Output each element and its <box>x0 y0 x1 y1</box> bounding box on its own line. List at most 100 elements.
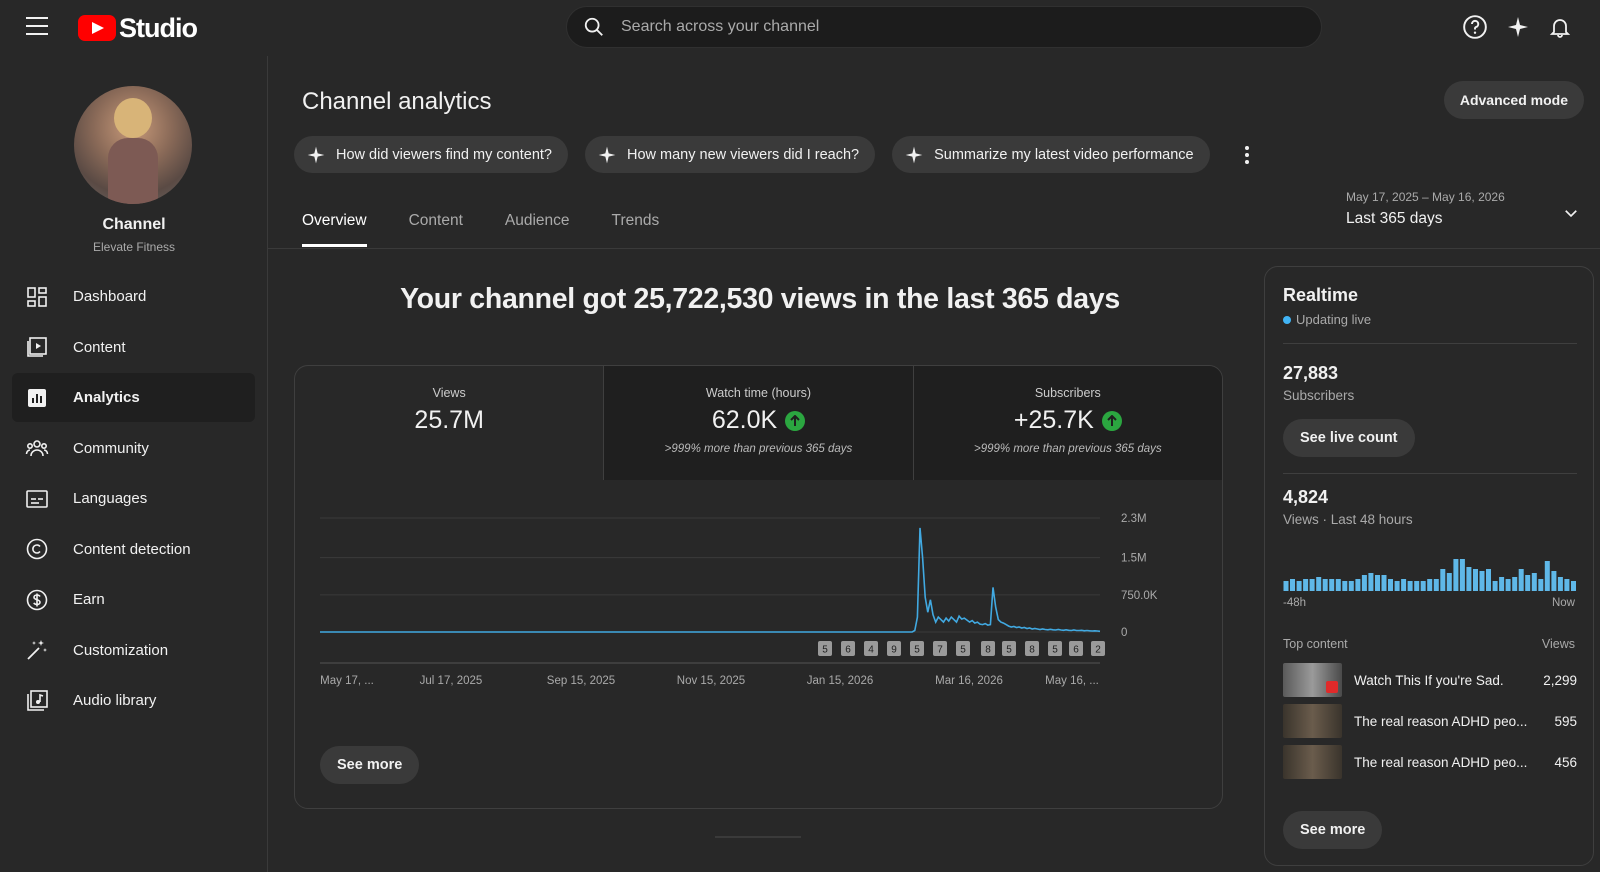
metric-watch-time[interactable]: Watch time (hours) 62.0K >999% more than… <box>604 366 914 480</box>
video-marker-label: 9 <box>891 645 897 656</box>
advanced-mode-button[interactable]: Advanced mode <box>1443 81 1584 119</box>
realtime-bar <box>1440 569 1446 591</box>
realtime-bar <box>1414 581 1420 591</box>
realtime-bar <box>1329 579 1335 591</box>
sparkle-icon[interactable] <box>1506 15 1530 39</box>
sidebar-item-customization[interactable]: Customization <box>12 626 255 675</box>
overview-card: Views 25.7M Watch time (hours) 62.0K >99… <box>294 365 1223 809</box>
arrow-up-icon <box>785 410 806 431</box>
menu-icon[interactable] <box>26 17 48 37</box>
realtime-bar <box>1479 571 1485 591</box>
video-marker <box>841 641 855 656</box>
realtime-bar <box>1283 581 1289 591</box>
sidebar-item-community[interactable]: Community <box>12 424 255 473</box>
top-content-row[interactable]: The real reason ADHD peo... 595 <box>1283 703 1577 739</box>
sidebar-item-languages[interactable]: Languages <box>12 474 255 523</box>
realtime-bar <box>1388 579 1393 591</box>
sidebar-item-dashboard[interactable]: Dashboard <box>12 272 255 321</box>
realtime-bar <box>1335 579 1341 591</box>
video-marker <box>956 641 970 656</box>
tab-content[interactable]: Content <box>408 212 463 229</box>
video-marker <box>864 641 878 656</box>
video-marker-label: 5 <box>1006 645 1012 656</box>
realtime-bar <box>1348 581 1354 591</box>
metric-views[interactable]: Views 25.7M <box>295 366 605 480</box>
top-content-row[interactable]: Watch This If you're Sad. 2,299 <box>1283 662 1577 698</box>
realtime-bar <box>1551 571 1557 591</box>
mini-axis-start: -48h <box>1283 597 1307 609</box>
tab-overview[interactable]: Overview <box>302 212 367 247</box>
tab-audience[interactable]: Audience <box>504 212 570 229</box>
sidebar-item-content[interactable]: Content <box>12 323 255 372</box>
y-tick-label: 2.3M <box>1121 513 1147 525</box>
realtime-bar <box>1394 581 1400 591</box>
realtime-status: Updating live <box>1283 312 1371 327</box>
realtime-bar <box>1296 581 1302 591</box>
realtime-bar <box>1564 579 1570 591</box>
video-marker-label: 5 <box>914 645 920 656</box>
realtime-bar <box>1538 579 1544 591</box>
realtime-bar <box>1407 581 1413 591</box>
realtime-bar <box>1303 579 1309 591</box>
video-thumbnail <box>1283 663 1342 697</box>
date-range-selector[interactable]: May 17, 2025 – May 16, 2026 Last 365 day… <box>1346 190 1586 228</box>
metric-subscribers[interactable]: Subscribers +25.7K >999% more than previ… <box>913 366 1222 480</box>
content-icon <box>27 337 47 357</box>
search-icon <box>584 17 603 36</box>
realtime-title: Realtime <box>1283 285 1359 305</box>
x-tick-label: Jul 17, 2025 <box>420 675 483 687</box>
sidebar-item-analytics[interactable]: Analytics <box>12 373 255 422</box>
dashboard-icon <box>27 286 47 307</box>
more-options-icon[interactable] <box>1237 145 1257 165</box>
page-title: Channel analytics <box>302 88 492 115</box>
realtime-bar <box>1433 579 1439 591</box>
video-marker-label: 6 <box>845 645 851 656</box>
sparkle-icon <box>598 146 616 163</box>
video-marker <box>1069 641 1083 656</box>
notifications-bell-icon[interactable] <box>1548 15 1572 39</box>
arrow-up-icon <box>1101 410 1122 431</box>
video-marker <box>933 641 947 656</box>
realtime-bar <box>1473 569 1478 591</box>
see-more-top-content-button[interactable]: See more <box>1283 811 1383 849</box>
realtime-bar <box>1512 577 1518 591</box>
chip-viewers-find[interactable]: How did viewers find my content? <box>294 136 568 173</box>
realtime-bar <box>1466 567 1472 591</box>
languages-icon <box>26 489 48 508</box>
top-content-heading: Top content <box>1283 637 1348 651</box>
views-column-heading: Views <box>1541 637 1575 651</box>
chip-summarize-video[interactable]: Summarize my latest video performance <box>892 136 1210 173</box>
x-tick-label: Nov 15, 2025 <box>677 675 745 687</box>
realtime-bar <box>1453 559 1459 591</box>
channel-name: Elevate Fitness <box>92 240 176 254</box>
chip-new-viewers[interactable]: How many new viewers did I reach? <box>585 136 876 173</box>
realtime-views-label: Views · Last 48 hours <box>1283 512 1413 527</box>
studio-logo[interactable]: Studio <box>78 12 198 44</box>
realtime-bar <box>1544 561 1550 591</box>
see-more-button[interactable]: See more <box>320 746 420 784</box>
video-marker <box>887 641 901 656</box>
sidebar-item-content-detection[interactable]: Content detection <box>12 525 255 574</box>
video-marker <box>818 641 832 656</box>
realtime-bar <box>1499 577 1505 591</box>
x-tick-label: Jan 15, 2026 <box>807 675 874 687</box>
realtime-card: Realtime Updating live 27,883 Subscriber… <box>1264 266 1594 866</box>
realtime-bar <box>1557 577 1563 591</box>
channel-avatar[interactable] <box>74 86 192 204</box>
sidebar-item-earn[interactable]: Earn <box>12 575 255 624</box>
help-icon[interactable] <box>1462 14 1488 40</box>
tab-trends[interactable]: Trends <box>611 212 660 229</box>
sidebar-item-audio-library[interactable]: Audio library <box>12 676 255 725</box>
audio-library-icon <box>27 689 48 711</box>
analytics-icon <box>28 388 46 407</box>
see-live-count-button[interactable]: See live count <box>1283 419 1415 457</box>
realtime-bar <box>1518 569 1524 591</box>
realtime-bar <box>1316 577 1322 591</box>
video-marker <box>1002 641 1016 656</box>
realtime-bar <box>1492 581 1498 591</box>
y-tick-label: 0 <box>1121 627 1127 639</box>
realtime-bar <box>1525 575 1531 591</box>
mini-axis-end: Now <box>1551 597 1575 609</box>
top-content-row[interactable]: The real reason ADHD peo... 456 <box>1283 744 1577 780</box>
search-input[interactable]: Search across your channel <box>566 6 1322 48</box>
